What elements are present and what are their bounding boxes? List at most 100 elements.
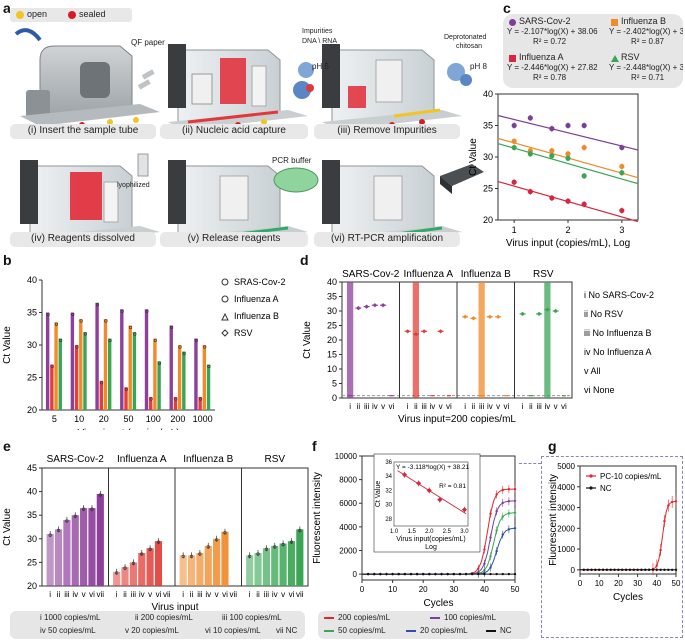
d-legend-item: iv No Influenza A	[584, 347, 652, 357]
e-ylabel: Ct Value	[2, 508, 13, 546]
d-ytick-label: 15	[327, 350, 337, 360]
deprotonated-label: Deprotonated	[444, 34, 487, 41]
g-legend-label: NC	[600, 484, 612, 493]
fluB-equation: Y = -2.402*log(X) + 34.64	[609, 27, 683, 36]
f-legend-200-swatch	[324, 617, 334, 619]
f-legend-200: 200 copies/mL	[338, 613, 391, 622]
f-point	[495, 549, 498, 553]
dna-rna-label: DNA \ RNA	[302, 38, 338, 45]
f-inset-xlabel-2: Log	[425, 544, 437, 551]
g-point	[647, 568, 651, 572]
b-point	[124, 387, 128, 391]
d-point	[406, 329, 410, 333]
f-point	[470, 572, 474, 576]
b-bar	[149, 397, 153, 410]
b-bar	[182, 351, 186, 410]
b-xtick-label: 1000	[193, 414, 213, 424]
g-xtick-label: 0	[578, 579, 583, 588]
b-point	[157, 361, 162, 365]
d-highlight-band	[544, 282, 551, 398]
c-xlabel: Virus input (copies/mL), Log	[506, 238, 630, 249]
c-ytick-label: 35	[483, 121, 493, 131]
f-point	[489, 536, 492, 539]
f-point	[385, 572, 388, 576]
d-legend-item: iii No Influenza B	[584, 328, 652, 338]
c-xtick-label: 3	[619, 225, 624, 235]
b-legend-marker	[221, 329, 229, 337]
f-point	[513, 487, 517, 491]
panel-a-illustrations: open sealed	[10, 6, 490, 247]
chart-c: 20 25 30 35 40 1 2 3 Ct Value Virus input (copies…	[468, 89, 639, 249]
f-point	[452, 572, 455, 576]
b-bar	[144, 309, 149, 410]
d-point	[439, 329, 443, 333]
ph5-label: pH 5	[312, 62, 329, 71]
caption-ii: (ii) Nucleic acid capture	[182, 125, 286, 136]
g-ytick-label: 2000	[557, 524, 575, 533]
d-xtick-label: v	[554, 402, 558, 411]
d-xtick-label: iv	[429, 402, 435, 411]
g-point	[655, 568, 658, 572]
g-point	[613, 568, 616, 572]
c-point	[581, 201, 587, 207]
g-point	[632, 568, 635, 572]
f-xtick-label: 20	[419, 585, 428, 594]
c-ytick-label: 25	[483, 184, 493, 194]
c-point	[511, 179, 517, 185]
b-bar	[177, 345, 182, 410]
b-point	[149, 397, 153, 401]
b-bar	[99, 380, 103, 410]
fluB-r2: R² = 0.87	[631, 37, 665, 46]
panel-label-a: a	[3, 0, 11, 16]
d-xtick-label: iii	[364, 402, 370, 411]
f-inset-ytick-label: 34	[385, 474, 392, 480]
d-xtick-label: v	[496, 402, 500, 411]
sealed-label: sealed	[79, 9, 106, 19]
caption-box-ii	[160, 124, 308, 139]
panel-label-e: e	[3, 438, 11, 454]
g-point	[601, 568, 605, 572]
e-group-title: Influenza B	[183, 454, 233, 465]
g-legend-marker	[589, 486, 593, 490]
sars-legend-name: SARS-Cov-2	[519, 16, 571, 26]
e-point	[48, 533, 52, 537]
e-bar	[80, 508, 88, 586]
chart-g: 0 1000 2000 3000 4000 5000 0 10 20 30 40 50 Fluoresc…	[548, 462, 681, 603]
e-xtick-label: v	[148, 590, 152, 599]
b-xtick-label: 100	[146, 414, 161, 424]
d-xtick-label: iii	[479, 402, 485, 411]
b-xlabel: Virus input (copies/mL)	[77, 428, 179, 430]
f-legend-nc: NC	[500, 626, 512, 635]
c-point	[511, 122, 517, 129]
e-xtick-label: i	[182, 590, 184, 599]
d-xtick-label: i	[349, 402, 351, 411]
f-point	[391, 572, 394, 576]
e-xtick-label: iv	[139, 590, 145, 599]
e-point	[90, 507, 94, 511]
panel-g-frame	[541, 456, 683, 638]
g-point	[651, 568, 655, 572]
d-point	[414, 332, 418, 336]
g-point	[659, 568, 662, 572]
f-xtick-label: 10	[388, 585, 397, 594]
f-point	[501, 515, 504, 518]
fluB-marker-icon	[611, 19, 618, 26]
b-legend-label: Influenza B	[234, 311, 279, 321]
f-point	[495, 493, 498, 496]
f-point	[495, 510, 498, 513]
caption-box-v	[160, 232, 308, 247]
f-inset-bg	[373, 453, 481, 553]
b-bar	[153, 338, 157, 410]
e-xtick-label: v	[281, 590, 285, 599]
b-point	[100, 381, 104, 385]
d-point	[488, 315, 492, 319]
b-bar	[107, 338, 112, 410]
d-ytick-label: 10	[327, 364, 337, 374]
c-fit-line	[497, 114, 639, 151]
c-point	[549, 126, 555, 132]
b-bar	[198, 397, 202, 410]
f-ytick-label: 2000	[339, 546, 357, 555]
d-point	[463, 315, 467, 319]
e-ytick-label: 35	[27, 510, 37, 520]
